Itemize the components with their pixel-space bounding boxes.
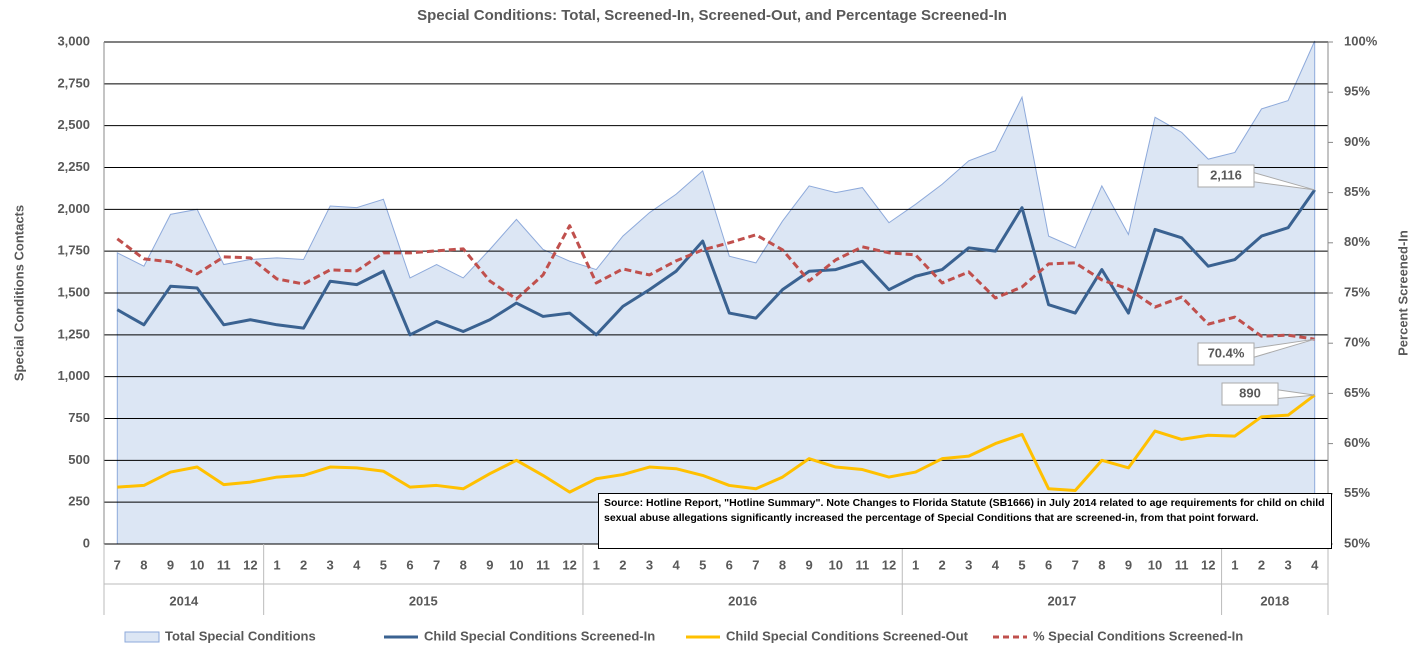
- x-tick-label: 7: [433, 557, 440, 572]
- x-tick-label: 10: [190, 557, 204, 572]
- x-tick-label: 10: [829, 557, 843, 572]
- callout-box: [1197, 164, 1255, 188]
- y2-tick-label: 55%: [1344, 485, 1370, 500]
- y2-tick-label: 100%: [1344, 33, 1378, 48]
- y2-tick-label: 70%: [1344, 335, 1370, 350]
- x-tick-label: 9: [1125, 557, 1132, 572]
- legend-label: Child Special Conditions Screened-Out: [726, 628, 969, 643]
- y2-tick-label: 65%: [1344, 385, 1370, 400]
- y-tick-label: 1,250: [57, 326, 90, 341]
- x-tick-label: 11: [1175, 557, 1189, 572]
- x-tick-label: 3: [327, 557, 334, 572]
- y-tick-label: 1,750: [57, 243, 90, 258]
- y2-tick-label: 60%: [1344, 435, 1370, 450]
- x-tick-label: 9: [486, 557, 493, 572]
- x-tick-label: 7: [1072, 557, 1079, 572]
- x-tick-label: 8: [1098, 557, 1105, 572]
- x-tick-label: 3: [965, 557, 972, 572]
- x-tick-label: 4: [353, 557, 361, 572]
- y-tick-label: 2,000: [57, 201, 90, 216]
- x-tick-label: 5: [1018, 557, 1025, 572]
- y-tick-label: 500: [68, 452, 90, 467]
- legend-label: % Special Conditions Screened-In: [1033, 628, 1243, 643]
- year-label: 2015: [409, 593, 438, 608]
- year-label: 2018: [1260, 593, 1289, 608]
- x-tick-label: 10: [509, 557, 523, 572]
- callout-pointer: [1271, 388, 1315, 400]
- x-tick-label: 8: [460, 557, 467, 572]
- y2-tick-label: 90%: [1344, 134, 1370, 149]
- data-label: 70.4%: [1208, 345, 1245, 360]
- line: [116, 189, 1316, 337]
- x-tick-label: 7: [752, 557, 759, 572]
- x-tick-label: 11: [855, 557, 869, 572]
- x-tick-label: 12: [882, 557, 896, 572]
- y-tick-label: 750: [68, 410, 90, 425]
- x-tick-label: 2: [939, 557, 946, 572]
- x-tick-label: 12: [1201, 557, 1215, 572]
- y-tick-label: 2,750: [57, 75, 90, 90]
- x-tick-label: 2: [300, 557, 307, 572]
- y-tick-label: 1,000: [57, 368, 90, 383]
- data-label: 2,116: [1210, 167, 1242, 182]
- callout-pointer: [1247, 338, 1315, 360]
- year-label: 2017: [1047, 593, 1076, 608]
- chart-title: Special Conditions: Total, Screened-In, …: [417, 7, 1007, 24]
- x-tick-label: 6: [406, 557, 413, 572]
- year-label: 2016: [728, 593, 757, 608]
- x-tick-label: 8: [140, 557, 147, 572]
- line: [117, 393, 1316, 494]
- x-tick-label: 9: [806, 557, 813, 572]
- data-label: 890: [1239, 385, 1261, 400]
- x-tick-label: 7: [114, 557, 121, 572]
- x-tick-label: 1: [273, 557, 280, 572]
- y-tick-label: 2,250: [57, 159, 90, 174]
- y-tick-label: 3,000: [57, 33, 90, 48]
- x-tick-label: 11: [217, 557, 231, 572]
- y-tick-label: 250: [68, 494, 90, 509]
- x-tick-label: 2: [619, 557, 626, 572]
- y-axis-title: Special Conditions Contacts: [11, 205, 26, 381]
- source-note: Source: Hotline Report, "Hotline Summary…: [598, 493, 1332, 549]
- x-tick-label: 1: [912, 557, 919, 572]
- y-tick-label: 2,500: [57, 117, 90, 132]
- x-tick-label: 1: [593, 557, 600, 572]
- year-label: 2014: [169, 593, 199, 608]
- x-tick-label: 3: [646, 557, 653, 572]
- x-tick-label: 10: [1148, 557, 1162, 572]
- y2-tick-label: 80%: [1344, 234, 1370, 249]
- callout-box: [1221, 382, 1279, 406]
- y2-axis-title: Percent Screened-In: [1395, 230, 1410, 356]
- x-tick-label: 4: [992, 557, 1000, 572]
- x-tick-label: 12: [562, 557, 576, 572]
- y2-tick-label: 50%: [1344, 535, 1370, 550]
- y-tick-label: 0: [83, 535, 90, 550]
- legend-label: Total Special Conditions: [165, 628, 316, 643]
- x-tick-label: 9: [167, 557, 174, 572]
- x-tick-label: 6: [726, 557, 733, 572]
- y2-tick-label: 95%: [1344, 84, 1370, 99]
- x-tick-label: 11: [536, 557, 550, 572]
- x-tick-label: 4: [1311, 557, 1319, 572]
- y2-tick-label: 75%: [1344, 284, 1370, 299]
- legend-swatch: [124, 631, 160, 643]
- legend-label: Child Special Conditions Screened-In: [424, 628, 655, 643]
- dashed-line: [116, 224, 1315, 341]
- x-tick-label: 1: [1231, 557, 1238, 572]
- x-tick-label: 8: [779, 557, 786, 572]
- y-tick-label: 1,500: [57, 284, 90, 299]
- x-tick-label: 5: [699, 557, 706, 572]
- x-tick-label: 4: [672, 557, 680, 572]
- callout-box: [1197, 342, 1255, 366]
- x-tick-label: 6: [1045, 557, 1052, 572]
- x-tick-label: 3: [1284, 557, 1291, 572]
- y2-tick-label: 85%: [1344, 184, 1370, 199]
- callout-pointer: [1247, 170, 1315, 191]
- x-tick-label: 2: [1258, 557, 1265, 572]
- x-tick-label: 5: [380, 557, 387, 572]
- x-tick-label: 12: [243, 557, 257, 572]
